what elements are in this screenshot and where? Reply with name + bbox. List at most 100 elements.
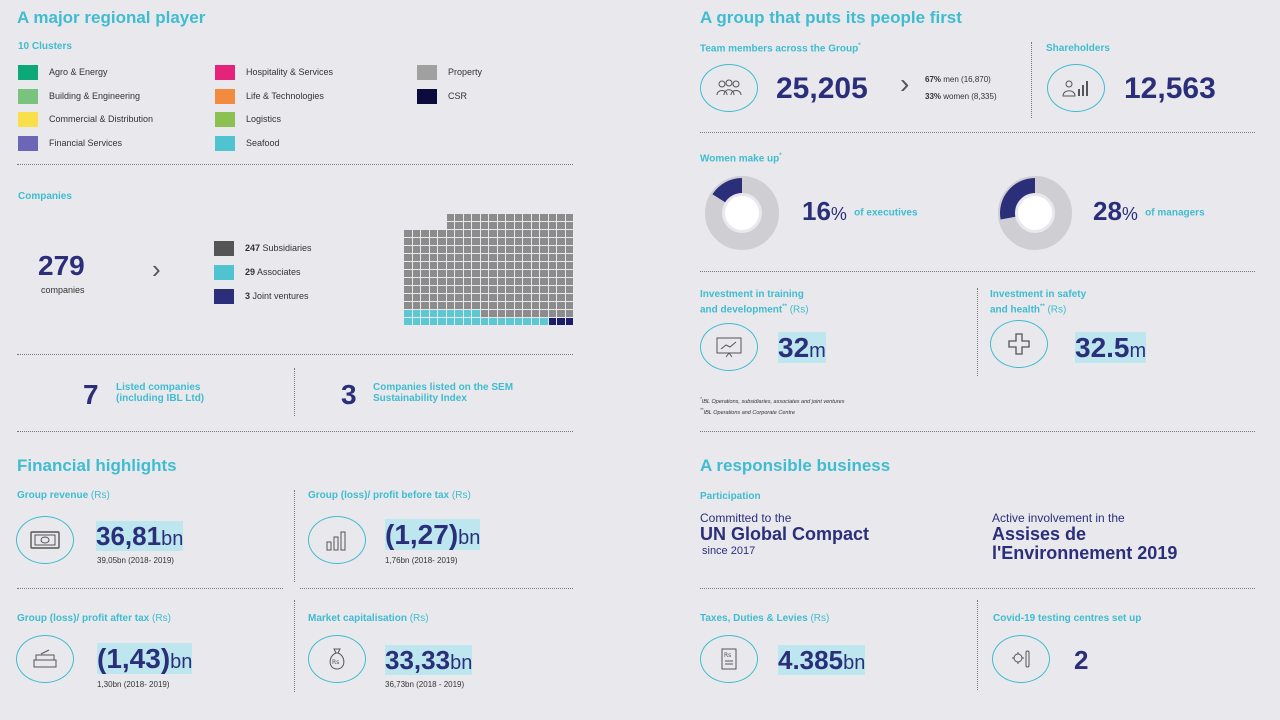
waffle-cell-associate: [455, 310, 463, 317]
waffle-cell-subsidiary: [565, 262, 573, 269]
waffle-cell-subsidiary: [421, 286, 429, 293]
waffle-cell-associate: [446, 310, 454, 317]
donut-hole: [725, 196, 759, 230]
waffle-cell-subsidiary: [438, 302, 446, 309]
waffle-cell-associate: [480, 318, 488, 325]
chevron-right-icon: ›: [152, 254, 161, 284]
company-type-label: 247 Subsidiaries: [245, 243, 312, 253]
waffle-cell-subsidiary: [489, 222, 497, 229]
waffle-cell-subsidiary: [557, 222, 565, 229]
waffle-cell-subsidiary: [412, 302, 420, 309]
waffle-cell-subsidiary: [429, 286, 437, 293]
waffle-cell-subsidiary: [421, 238, 429, 245]
waffle-cell-subsidiary: [523, 230, 531, 237]
waffle-cell-subsidiary: [497, 278, 505, 285]
mcap-value: 33,33bn: [385, 645, 473, 675]
waffle-cell-subsidiary: [480, 270, 488, 277]
waffle-cell-subsidiary: [438, 246, 446, 253]
waffle-cell-associate: [421, 310, 429, 317]
waffle-cell-subsidiary: [506, 238, 514, 245]
cluster-label: Agro & Energy: [49, 67, 108, 77]
waffle-cell-subsidiary: [429, 238, 437, 245]
cluster-swatch: [215, 89, 235, 104]
waffle-cell-subsidiary: [446, 254, 454, 261]
waffle-cell-associate: [463, 310, 471, 317]
waffle-cell-subsidiary: [421, 230, 429, 237]
waffle-cell-subsidiary: [489, 238, 497, 245]
waffle-cell-subsidiary: [497, 254, 505, 261]
waffle-cell-subsidiary: [540, 262, 548, 269]
waffle-cell-subsidiary: [429, 278, 437, 285]
companies-waffle-chart: [404, 214, 574, 326]
waffle-cell-subsidiary: [489, 214, 497, 221]
waffle-cell-subsidiary: [523, 262, 531, 269]
waffle-cell-subsidiary: [463, 278, 471, 285]
waffle-cell-subsidiary: [531, 310, 539, 317]
taxes-title: Taxes, Duties & Levies (Rs): [700, 613, 830, 624]
waffle-cell-subsidiary: [557, 238, 565, 245]
divider: [17, 164, 573, 165]
divider: [977, 288, 978, 376]
waffle-cell-subsidiary: [472, 278, 480, 285]
waffle-cell-subsidiary: [421, 262, 429, 269]
listed-companies-value: 7: [83, 379, 99, 410]
waffle-cell-subsidiary: [531, 246, 539, 253]
waffle-cell-subsidiary: [506, 214, 514, 221]
executives-donut: [705, 176, 779, 250]
waffle-cell-subsidiary: [548, 262, 556, 269]
waffle-cell-subsidiary: [455, 270, 463, 277]
waffle-cell-subsidiary: [506, 310, 514, 317]
waffle-cell-subsidiary: [514, 302, 522, 309]
waffle-cell-subsidiary: [455, 262, 463, 269]
shareholder-chart-icon: [1047, 64, 1105, 112]
sem-companies-value: 3: [341, 379, 357, 410]
cluster-label: Life & Technologies: [246, 91, 324, 101]
waffle-cell-subsidiary: [438, 230, 446, 237]
waffle-cell-subsidiary: [412, 254, 420, 261]
waffle-cell-subsidiary: [412, 230, 420, 237]
waffle-cell-subsidiary: [480, 310, 488, 317]
waffle-cell-subsidiary: [548, 214, 556, 221]
waffle-cell-subsidiary: [506, 278, 514, 285]
waffle-cell-subsidiary: [404, 302, 412, 309]
waffle-cell-subsidiary: [472, 286, 480, 293]
section-title-financial: Financial highlights: [17, 456, 177, 475]
waffle-cell-subsidiary: [421, 254, 429, 261]
waffle-cell-subsidiary: [429, 294, 437, 301]
waffle-cell-subsidiary: [421, 302, 429, 309]
waffle-cell-subsidiary: [540, 270, 548, 277]
divider: [700, 271, 1255, 272]
waffle-cell-subsidiary: [531, 254, 539, 261]
waffle-cell-subsidiary: [455, 222, 463, 229]
waffle-cell-subsidiary: [472, 246, 480, 253]
waffle-cell-subsidiary: [548, 238, 556, 245]
waffle-cell-subsidiary: [514, 246, 522, 253]
waffle-cell-subsidiary: [514, 294, 522, 301]
waffle-cell-subsidiary: [506, 222, 514, 229]
waffle-cell-subsidiary: [446, 302, 454, 309]
waffle-cell-subsidiary: [497, 222, 505, 229]
waffle-cell-subsidiary: [548, 294, 556, 301]
waffle-cell-subsidiary: [421, 294, 429, 301]
waffle-cell-subsidiary: [438, 254, 446, 261]
waffle-cell-subsidiary: [540, 214, 548, 221]
waffle-cell-associate: [412, 310, 420, 317]
waffle-cell-subsidiary: [412, 238, 420, 245]
shareholders-value: 12,563: [1124, 72, 1216, 105]
team-title: Team members across the Group*: [700, 43, 861, 55]
waffle-cell-subsidiary: [523, 222, 531, 229]
waffle-cell-associate: [523, 318, 531, 325]
mcap-previous: 36,73bn (2018 - 2019): [385, 680, 465, 689]
cluster-label: CSR: [448, 91, 468, 101]
waffle-cell-subsidiary: [446, 222, 454, 229]
pat-value: (1,43)bn: [97, 643, 193, 674]
waffle-cell-subsidiary: [565, 294, 573, 301]
waffle-cell-subsidiary: [565, 278, 573, 285]
waffle-cell-subsidiary: [565, 238, 573, 245]
pat-previous: 1,30bn (2018- 2019): [97, 680, 170, 689]
waffle-cell-subsidiary: [531, 270, 539, 277]
waffle-cell-subsidiary: [489, 286, 497, 293]
divider: [700, 132, 1255, 133]
waffle-cell-subsidiary: [506, 302, 514, 309]
divider: [294, 490, 295, 582]
